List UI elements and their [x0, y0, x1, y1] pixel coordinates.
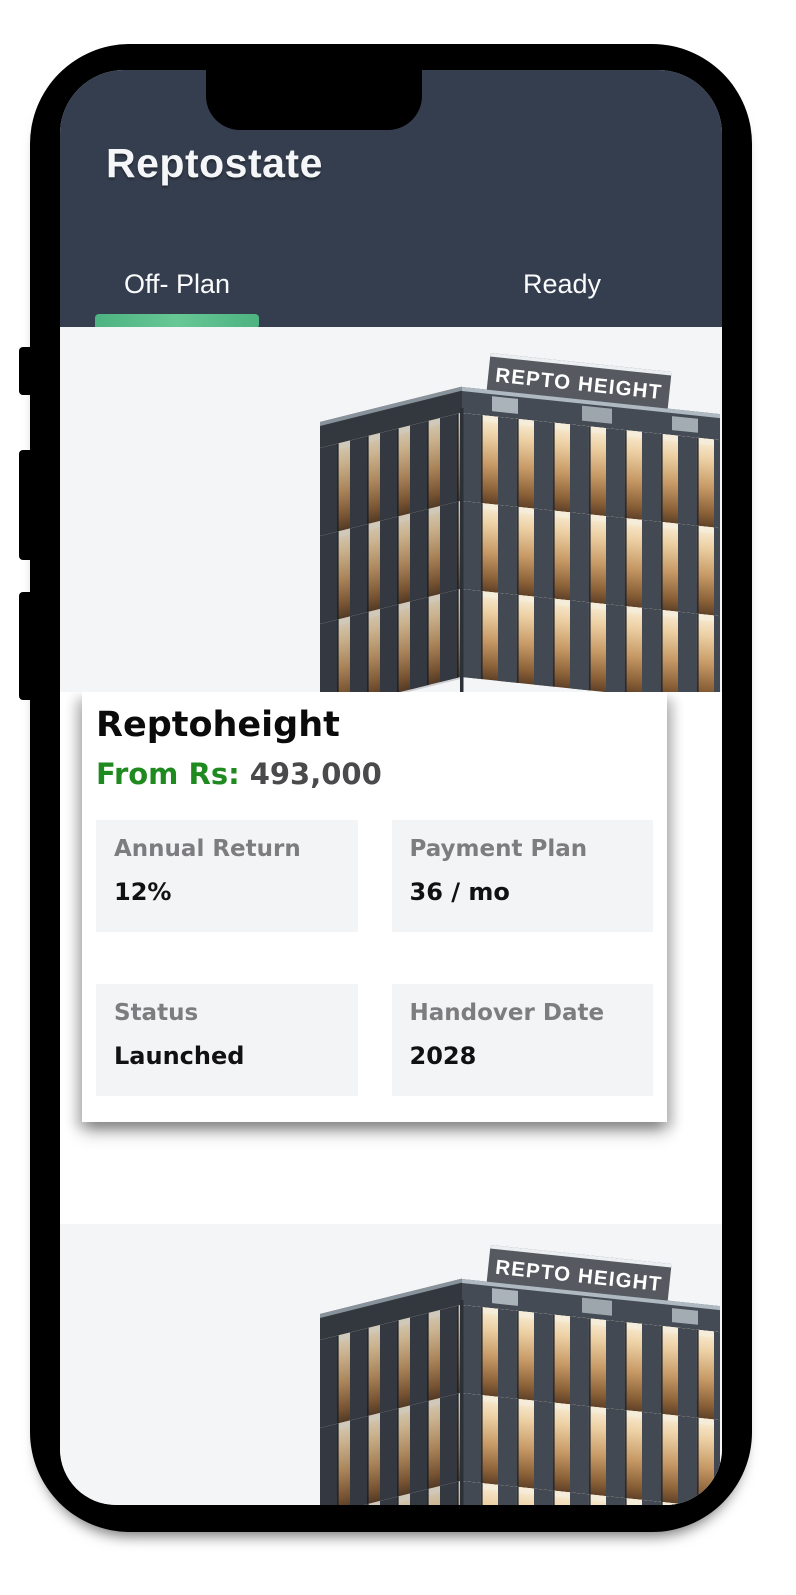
tab-ready-label: Ready — [522, 269, 602, 299]
stat-value: 36 / mo — [409, 878, 510, 906]
stat-value: Launched — [114, 1042, 245, 1070]
listing-name: Reptoheight — [96, 705, 340, 745]
listing-photo: REPTO HEIGHT — [60, 327, 722, 692]
volume-up-button — [19, 450, 33, 560]
tab-off-plan[interactable]: Off- Plan — [95, 265, 259, 327]
tab-ready[interactable]: Ready — [502, 265, 622, 327]
stat-payment-plan: Payment Plan 36 / mo — [391, 820, 653, 932]
stat-annual-return: Annual Return 12% — [96, 820, 358, 932]
building-render: REPTO HEIGHT — [320, 1244, 720, 1505]
stat-status: Status Launched — [96, 984, 358, 1096]
stats-grid: Annual Return 12% Payment Plan 36 / mo S… — [96, 820, 653, 1096]
phone-notch — [206, 70, 422, 130]
tab-bar: Off- Plan Ready — [60, 265, 722, 327]
listing-price: From Rs: 493,000 — [96, 756, 653, 792]
stat-label: Handover Date — [409, 1000, 605, 1026]
stat-label: Payment Plan — [409, 836, 588, 862]
price-value: 493,000 — [249, 757, 382, 791]
active-tab-indicator — [95, 314, 259, 327]
stat-handover-date: Handover Date 2028 — [391, 984, 653, 1096]
app-screen: Reptostate Off- Plan Ready — [60, 70, 722, 1505]
stat-value: 12% — [114, 878, 172, 906]
app-title: Reptostate — [106, 140, 323, 186]
tab-off-plan-label: Off- Plan — [123, 269, 231, 299]
stat-label: Annual Return — [114, 836, 301, 862]
next-listing-photo: REPTO HEIGHT — [60, 1224, 722, 1505]
price-prefix: From Rs: — [96, 757, 240, 791]
card-section: Reptoheight From Rs: 493,000 Annual Retur… — [60, 692, 722, 1224]
mute-switch — [19, 347, 33, 395]
building-render: REPTO HEIGHT — [320, 352, 720, 692]
stat-value: 2028 — [409, 1042, 477, 1070]
volume-down-button — [19, 592, 33, 700]
stat-label: Status — [114, 1000, 199, 1026]
listing-card[interactable]: Reptoheight From Rs: 493,000 Annual Retur… — [82, 692, 667, 1122]
